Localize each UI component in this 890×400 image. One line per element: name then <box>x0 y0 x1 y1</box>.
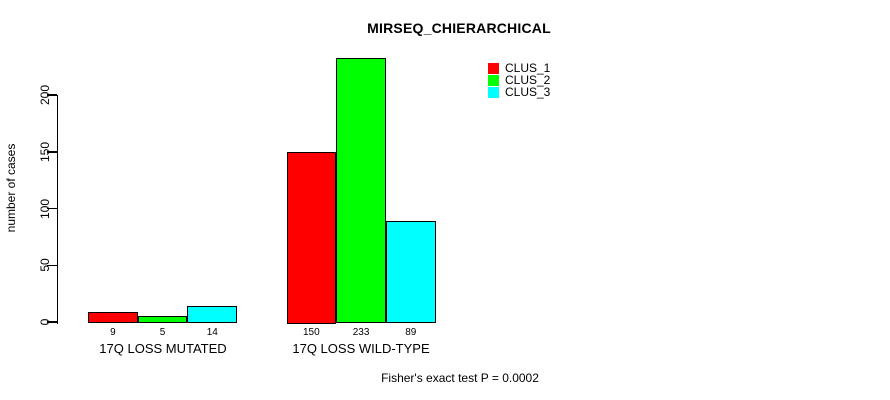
legend-swatch-icon <box>488 62 499 74</box>
bar-clus_2-group2 <box>336 57 386 324</box>
y-axis-tick <box>46 94 57 96</box>
y-axis-tick <box>46 321 57 323</box>
bar-clus_2-group1 <box>137 316 188 324</box>
bar-value-label: 9 <box>110 327 116 338</box>
y-axis-label: number of cases <box>4 143 18 233</box>
x-category-label-mutated: 17Q LOSS MUTATED <box>99 341 227 356</box>
y-axis-tick-label: 200 <box>38 84 52 106</box>
y-axis-tick <box>46 207 57 210</box>
bar-value-label: 5 <box>159 327 166 338</box>
bar-clus_1-group2 <box>286 151 337 324</box>
legend-item-clus_3: CLUS_3 <box>488 86 550 98</box>
y-axis-tick-label: 150 <box>38 141 52 162</box>
bar-value-label: 14 <box>206 327 218 338</box>
y-axis-tick-label: 50 <box>38 258 52 272</box>
y-axis-tick-label: 100 <box>38 198 52 219</box>
legend-item-clus_1: CLUS_1 <box>488 62 550 74</box>
bar-clus_1-group1 <box>88 311 138 324</box>
y-axis-tick-label: 0 <box>38 318 52 326</box>
y-axis-tick <box>46 264 57 266</box>
legend: CLUS_1 CLUS_2 CLUS_3 <box>488 62 550 98</box>
x-category-label-wild-type: 17Q LOSS WILD-TYPE <box>292 341 430 356</box>
y-axis-line <box>56 95 58 324</box>
bar-value-label: 150 <box>303 327 320 338</box>
bar-value-label: 89 <box>405 327 417 338</box>
legend-swatch-icon <box>488 74 499 86</box>
bar-clus_3-group2 <box>385 220 436 324</box>
legend-label: CLUS_2 <box>505 73 551 87</box>
bar-value-label: 233 <box>352 327 370 338</box>
legend-label: CLUS_3 <box>505 85 551 99</box>
legend-label: CLUS_1 <box>505 61 551 75</box>
bar-clus_3-group1 <box>187 306 238 324</box>
legend-item-clus_2: CLUS_2 <box>488 74 550 86</box>
y-axis-tick <box>46 151 57 153</box>
chart-title: MIRSEQ_CHIERARCHICAL <box>367 20 551 36</box>
stat-note: Fisher's exact test P = 0.0002 <box>381 371 539 385</box>
legend-swatch-icon <box>488 86 499 98</box>
